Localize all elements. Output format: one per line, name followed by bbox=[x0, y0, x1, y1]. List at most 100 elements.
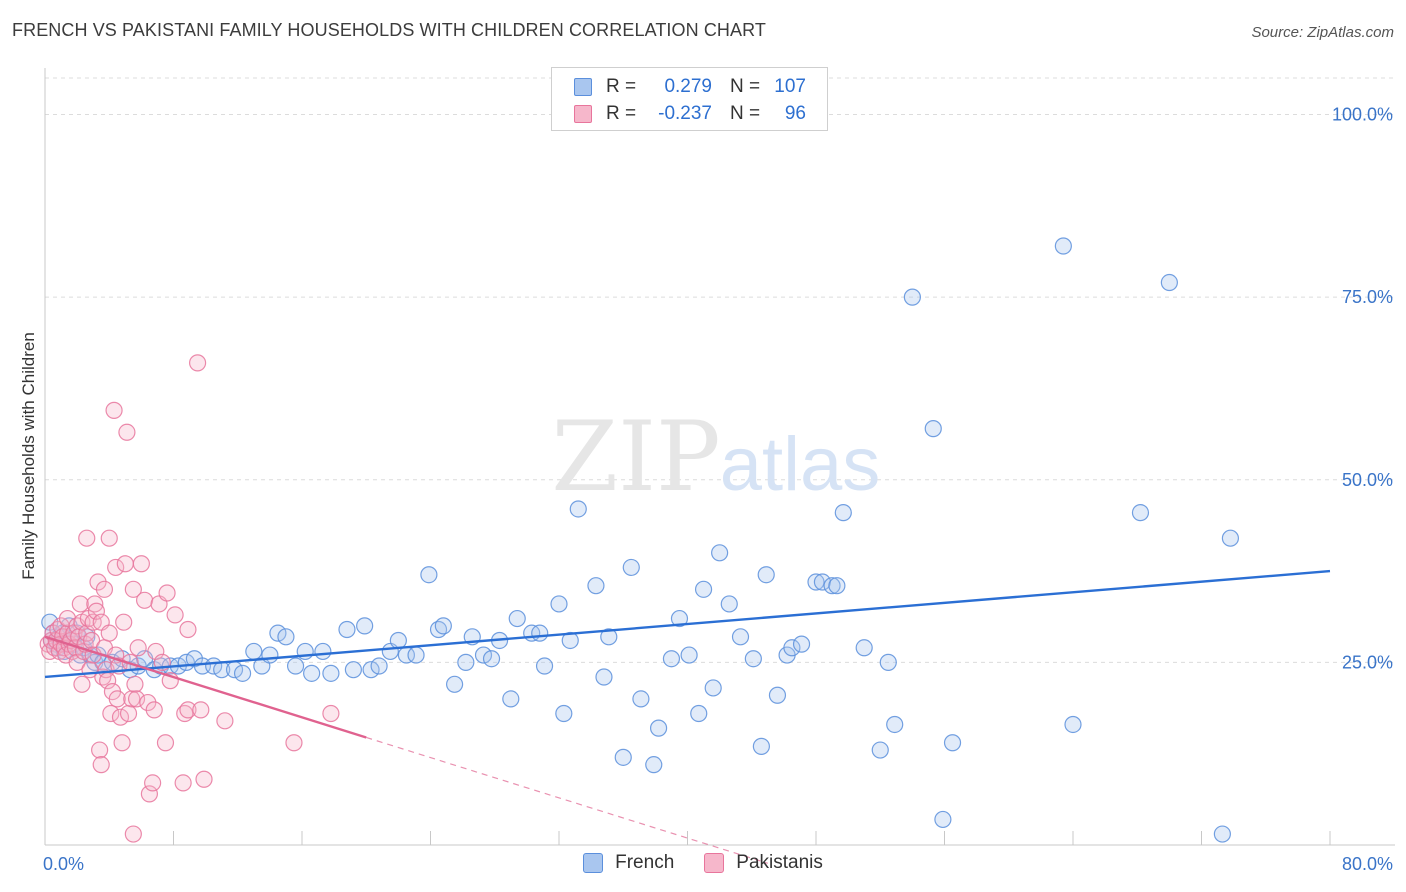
data-point bbox=[370, 657, 388, 675]
data-point bbox=[261, 646, 279, 664]
data-point bbox=[407, 646, 425, 664]
data-point bbox=[344, 661, 362, 679]
data-point bbox=[508, 609, 526, 628]
data-point bbox=[158, 584, 176, 602]
watermark: ZIP atlas bbox=[551, 401, 880, 513]
trend-lines bbox=[44, 569, 1331, 864]
trend-line-french bbox=[44, 569, 1331, 679]
data-point bbox=[144, 774, 162, 792]
y-tick-label: 100.0% bbox=[1332, 105, 1393, 125]
data-point bbox=[855, 639, 873, 657]
data-point bbox=[645, 756, 663, 774]
data-point bbox=[531, 624, 549, 642]
y-tick-label: 75.0% bbox=[1342, 287, 1393, 307]
data-point bbox=[78, 529, 96, 547]
data-point bbox=[68, 653, 86, 671]
data-point bbox=[886, 715, 904, 734]
data-point bbox=[145, 701, 163, 719]
data-point bbox=[129, 639, 147, 657]
x-tick-label: 0.0% bbox=[43, 854, 84, 874]
axes bbox=[44, 68, 1395, 846]
y-axis-label: Family Households with Children bbox=[19, 332, 38, 580]
data-point bbox=[711, 544, 729, 562]
data-point bbox=[303, 664, 321, 682]
data-point bbox=[1213, 825, 1231, 843]
data-point bbox=[768, 686, 787, 704]
legend-n-value-pakistanis: 96 bbox=[784, 103, 806, 124]
x-tick-label: 80.0% bbox=[1342, 854, 1393, 874]
data-point bbox=[389, 631, 407, 650]
data-point bbox=[116, 555, 134, 573]
data-point bbox=[124, 825, 142, 843]
data-point bbox=[420, 566, 438, 584]
tick-labels: 25.0% 50.0% 75.0% 100.0% 0.0% 80.0% bbox=[43, 105, 1393, 874]
legend-item-french: French bbox=[583, 852, 674, 874]
data-point bbox=[1221, 529, 1240, 547]
data-point bbox=[704, 679, 722, 697]
data-point bbox=[71, 595, 89, 613]
data-point bbox=[457, 653, 475, 671]
data-point bbox=[561, 631, 579, 650]
data-point bbox=[338, 620, 356, 639]
legend-n-label: N = bbox=[730, 103, 761, 124]
trend-line-pakistanis bbox=[44, 635, 367, 739]
data-point bbox=[286, 657, 305, 675]
data-point bbox=[807, 573, 825, 591]
data-point bbox=[105, 401, 123, 419]
data-point bbox=[124, 580, 142, 598]
data-point bbox=[1160, 273, 1178, 292]
series-pakistanis bbox=[39, 354, 340, 843]
data-point bbox=[752, 737, 770, 755]
data-point bbox=[632, 690, 650, 708]
data-point bbox=[97, 661, 115, 679]
data-point bbox=[108, 690, 126, 708]
data-point bbox=[285, 734, 303, 752]
data-point bbox=[834, 504, 852, 522]
correlation-legend: R = 0.279 N = 107 R = -0.237 N = 96 bbox=[551, 67, 828, 131]
data-point bbox=[587, 577, 605, 595]
legend-n-label: N = bbox=[730, 76, 761, 97]
grid-lines bbox=[45, 77, 1395, 663]
data-point bbox=[924, 420, 942, 438]
data-point bbox=[126, 675, 144, 693]
data-point bbox=[757, 566, 775, 584]
data-point bbox=[92, 756, 110, 774]
data-point bbox=[119, 704, 138, 723]
data-point bbox=[903, 288, 921, 306]
data-point bbox=[670, 609, 689, 628]
data-point bbox=[192, 701, 210, 719]
data-point bbox=[502, 690, 520, 708]
data-point bbox=[277, 628, 295, 646]
data-point bbox=[934, 810, 952, 829]
data-point bbox=[474, 646, 493, 664]
data-point bbox=[720, 595, 738, 613]
legend-r-value-pakistanis: -0.237 bbox=[658, 103, 712, 124]
watermark-atlas: atlas bbox=[720, 422, 881, 507]
series-french bbox=[41, 237, 1240, 843]
data-point bbox=[482, 650, 501, 668]
data-point bbox=[166, 606, 184, 624]
data-point bbox=[813, 573, 832, 591]
data-point bbox=[622, 558, 640, 577]
data-point bbox=[783, 639, 801, 657]
data-point bbox=[115, 613, 133, 631]
data-point bbox=[569, 500, 587, 518]
data-point bbox=[87, 602, 106, 620]
data-point bbox=[73, 675, 91, 693]
data-point bbox=[744, 650, 762, 668]
data-point bbox=[123, 690, 141, 708]
data-point bbox=[662, 650, 681, 668]
data-point bbox=[107, 558, 125, 577]
data-point bbox=[179, 620, 197, 639]
data-point bbox=[111, 708, 130, 726]
legend-r-label: R = bbox=[606, 76, 637, 97]
data-point bbox=[322, 704, 340, 723]
data-point bbox=[1131, 504, 1150, 522]
data-point bbox=[233, 664, 252, 682]
legend-label-french: French bbox=[615, 852, 675, 873]
data-point bbox=[879, 653, 897, 671]
legend-row-french: R = 0.279 N = 107 bbox=[574, 74, 806, 100]
data-point bbox=[100, 624, 118, 642]
data-point bbox=[269, 624, 287, 642]
